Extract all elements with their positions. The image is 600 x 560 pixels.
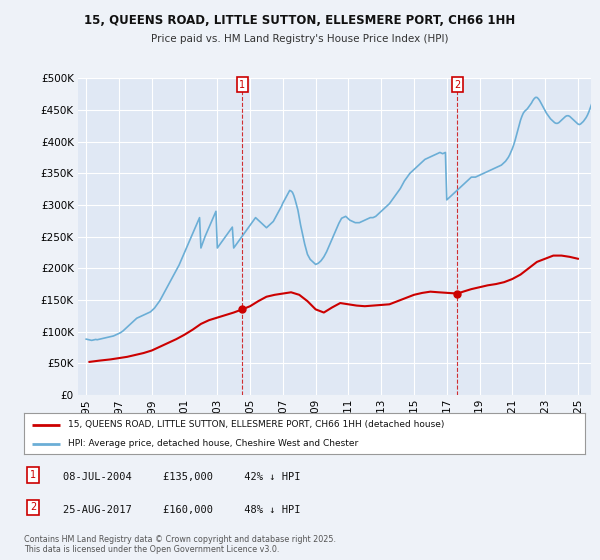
Text: HPI: Average price, detached house, Cheshire West and Chester: HPI: Average price, detached house, Ches… <box>68 439 358 448</box>
Text: Contains HM Land Registry data © Crown copyright and database right 2025.
This d: Contains HM Land Registry data © Crown c… <box>24 535 336 554</box>
Text: 2: 2 <box>454 80 461 90</box>
Text: 1: 1 <box>30 470 36 480</box>
Text: 25-AUG-2017     £160,000     48% ↓ HPI: 25-AUG-2017 £160,000 48% ↓ HPI <box>63 505 301 515</box>
Text: 2: 2 <box>30 502 36 512</box>
Text: 08-JUL-2004     £135,000     42% ↓ HPI: 08-JUL-2004 £135,000 42% ↓ HPI <box>63 472 301 482</box>
Text: 15, QUEENS ROAD, LITTLE SUTTON, ELLESMERE PORT, CH66 1HH (detached house): 15, QUEENS ROAD, LITTLE SUTTON, ELLESMER… <box>68 420 444 429</box>
Text: Price paid vs. HM Land Registry's House Price Index (HPI): Price paid vs. HM Land Registry's House … <box>151 34 449 44</box>
Text: 1: 1 <box>239 80 245 90</box>
Text: 15, QUEENS ROAD, LITTLE SUTTON, ELLESMERE PORT, CH66 1HH: 15, QUEENS ROAD, LITTLE SUTTON, ELLESMER… <box>85 14 515 27</box>
